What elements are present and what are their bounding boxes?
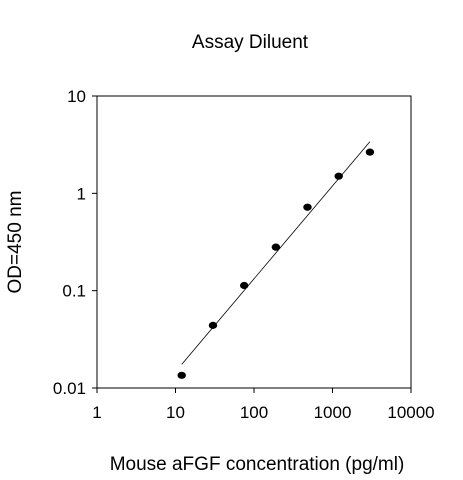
- x-tick-label: 1: [92, 403, 101, 422]
- data-point: [365, 148, 375, 156]
- chart-title: Assay Diluent: [192, 32, 309, 53]
- data-point: [303, 203, 312, 211]
- x-tick-label: 1000: [314, 403, 352, 422]
- y-axis: 0.01 0.1 1 10: [53, 87, 97, 398]
- data-point: [271, 243, 281, 251]
- data-point: [334, 172, 343, 180]
- x-tick-label: 10000: [387, 403, 434, 422]
- x-axis: 1 10 100 1000 10000: [92, 388, 435, 422]
- x-tick-label: 100: [240, 403, 268, 422]
- y-axis-label: OD=450 nm: [5, 191, 26, 294]
- x-tick-label: 10: [166, 403, 185, 422]
- data-point: [177, 371, 186, 379]
- x-axis-label: Mouse aFGF concentration (pg/ml): [110, 454, 405, 475]
- y-tick-label: 1: [77, 184, 86, 203]
- plot-area-frame: [96, 95, 412, 389]
- data-points-layer: [177, 148, 375, 379]
- data-point: [239, 281, 249, 290]
- data-point: [208, 321, 218, 329]
- y-tick-label: 0.01: [53, 379, 86, 398]
- y-tick-label: 10: [67, 87, 86, 106]
- y-tick-label: 0.1: [62, 282, 86, 301]
